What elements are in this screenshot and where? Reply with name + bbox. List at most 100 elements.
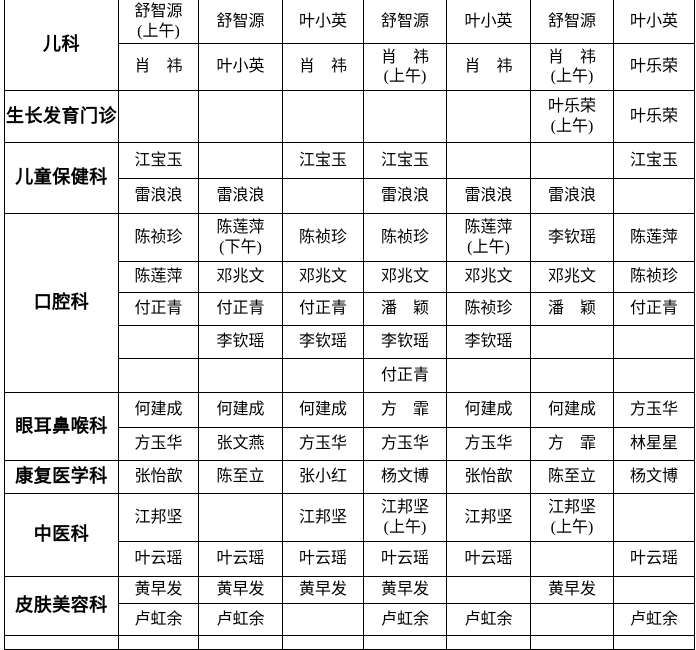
doctor-cell: 陈至立 <box>198 460 283 494</box>
doctor-cell: 邓兆文 <box>446 261 531 293</box>
department-cell: 儿科 <box>4 0 119 91</box>
doctor-cell: 方玉华 <box>613 392 695 428</box>
empty-cell <box>613 178 695 214</box>
doctor-cell: 舒智源 <box>363 0 447 44</box>
doctor-cell: 江邦坚 <box>282 493 364 542</box>
doctor-cell: 张怡歆 <box>446 460 531 494</box>
empty-cell <box>198 90 283 143</box>
doctor-cell: 叶乐荣 <box>613 43 695 91</box>
doctor-cell: 卢虹余 <box>613 603 695 636</box>
department-cell: 眼耳鼻喉科 <box>4 392 119 461</box>
doctor-cell: 陈祯珍 <box>282 213 364 262</box>
schedule-row: 付正青 <box>5 358 695 393</box>
doctor-cell: 雷浪浪 <box>446 178 531 214</box>
empty-cell <box>118 358 199 393</box>
department-cell: 皮肤美容科 <box>4 576 119 636</box>
doctor-cell: 舒智源 <box>530 0 614 44</box>
schedule-row: 付正青 付正青 付正青潘 颖陈祯珍潘 颖付正青 <box>5 292 695 326</box>
empty-cell <box>613 325 695 359</box>
doctor-cell: 陈至立 <box>530 460 614 494</box>
doctor-cell: 付正青 <box>282 292 364 326</box>
doctor-cell: 李钦瑶 <box>198 325 283 359</box>
doctor-cell: 何建成 <box>530 392 614 428</box>
doctor-cell: 黄早发 <box>530 576 614 604</box>
schedule-row: 儿童保健科 江宝玉 江宝玉 江宝玉 江宝玉 <box>4 142 695 214</box>
doctor-cell: 叶云瑶 <box>363 541 447 577</box>
empty-cell <box>198 493 283 542</box>
doctor-cell: 卢虹余 <box>198 603 283 636</box>
department-cell: 儿童保健科 <box>4 142 119 214</box>
doctor-cell: 江邦坚 <box>446 493 531 542</box>
empty-cell <box>446 358 531 393</box>
doctor-cell: 卢虹余 <box>363 603 447 636</box>
doctor-cell: 卢虹余 <box>118 603 199 636</box>
schedule-row: 康复医学科 张怡歆 陈至立 张小红 杨文博 张怡歆 陈至立 杨文博 <box>4 460 695 494</box>
doctor-cell: 黄早发 <box>282 576 364 604</box>
doctor-cell: 江邦坚 (上午) <box>530 493 614 542</box>
doctor-cell: 叶小英 <box>282 0 364 44</box>
doctor-cell: 舒智源 <box>198 0 283 44</box>
schedule-row: 生长发育门诊 叶乐荣 (上午) 叶乐荣 <box>4 90 695 143</box>
empty-cell <box>198 142 283 179</box>
doctor-cell: 叶云瑶 <box>198 541 283 577</box>
doctor-cell: 张文燕 <box>198 427 283 461</box>
doctor-cell: 邓兆文 <box>363 261 447 293</box>
schedule-row: 叶云瑶 叶云瑶 叶云瑶 叶云瑶 叶云瑶 叶云瑶 <box>5 541 695 577</box>
doctor-cell: 方玉华 <box>446 427 531 461</box>
doctor-cell: 李钦瑶 <box>363 325 447 359</box>
doctor-cell: 叶云瑶 <box>118 541 199 577</box>
empty-cell <box>613 493 695 542</box>
doctor-cell: 舒智源 (上午) <box>118 0 199 44</box>
doctor-cell: 陈莲萍 <box>118 261 199 293</box>
empty-cell <box>198 358 283 393</box>
doctor-cell: 方 霏 <box>363 392 447 428</box>
doctor-cell: 肖 祎 <box>118 43 199 91</box>
empty-cell <box>282 603 364 636</box>
doctor-cell: 张小红 <box>282 460 364 494</box>
doctor-cell: 陈莲萍 <box>613 213 695 262</box>
doctor-cell: 付正青 <box>118 292 199 326</box>
doctor-cell: 付正青 <box>613 292 695 326</box>
schedule-row: 卢虹余 卢虹余 卢虹余 卢虹余 卢虹余 <box>5 603 695 636</box>
doctor-cell: 李钦瑶 <box>530 213 614 262</box>
doctor-cell: 黄早发 <box>363 576 447 604</box>
empty-cell <box>118 90 199 143</box>
schedule-row: 肖 祎叶小英肖 祎肖 祎 (上午) 肖 祎肖 祎 (上午) 叶乐荣 <box>5 43 695 91</box>
doctor-cell: 黄早发 <box>198 576 283 604</box>
empty-cell <box>530 142 614 179</box>
doctor-cell: 叶小英 <box>446 0 531 44</box>
doctor-cell: 何建成 <box>282 392 364 428</box>
empty-cell <box>282 358 364 393</box>
schedule-row: 中医科 江邦坚 江邦坚 江邦坚 (上午) 江邦坚 江邦坚 (上午) <box>4 493 695 577</box>
doctor-cell: 方玉华 <box>118 427 199 461</box>
doctor-cell: 肖 祎 <box>282 43 364 91</box>
doctor-cell: 叶云瑶 <box>282 541 364 577</box>
department-cell: 康复医学科 <box>4 460 119 494</box>
doctor-cell: 叶乐荣 (上午) <box>530 90 614 143</box>
schedule-row: 皮肤美容科 黄早发 黄早发 黄早发 黄早发 黄早发 <box>4 576 695 636</box>
doctor-cell: 叶小英 <box>613 0 695 44</box>
doctor-cell: 雷浪浪 <box>198 178 283 214</box>
empty-cell <box>118 325 199 359</box>
doctor-cell: 雷浪浪 <box>118 178 199 214</box>
doctor-cell: 江宝玉 <box>282 142 364 179</box>
empty-cell <box>530 358 614 393</box>
doctor-cell: 陈祯珍 <box>446 292 531 326</box>
empty-cell <box>446 142 531 179</box>
empty-cell <box>282 178 364 214</box>
doctor-cell: 方玉华 <box>363 427 447 461</box>
doctor-cell: 叶小英 <box>198 43 283 91</box>
doctor-cell: 潘 颖 <box>363 292 447 326</box>
schedule-row: 口腔科 陈祯珍 陈莲萍 (下午) 陈祯珍 陈祯珍 陈莲萍 (上午) 李钦瑶 陈莲萍 <box>4 213 695 393</box>
doctor-cell: 方玉华 <box>282 427 364 461</box>
empty-cell <box>363 90 447 143</box>
doctor-cell: 林星星 <box>613 427 695 461</box>
doctor-cell: 江宝玉 <box>118 142 199 179</box>
empty-cell <box>530 325 614 359</box>
doctor-cell: 何建成 <box>198 392 283 428</box>
doctor-cell: 邓兆文 <box>282 261 364 293</box>
doctor-cell: 何建成 <box>446 392 531 428</box>
doctor-cell: 付正青 <box>198 292 283 326</box>
doctor-cell: 方 霏 <box>530 427 614 461</box>
doctor-cell: 陈莲萍 (上午) <box>446 213 531 262</box>
